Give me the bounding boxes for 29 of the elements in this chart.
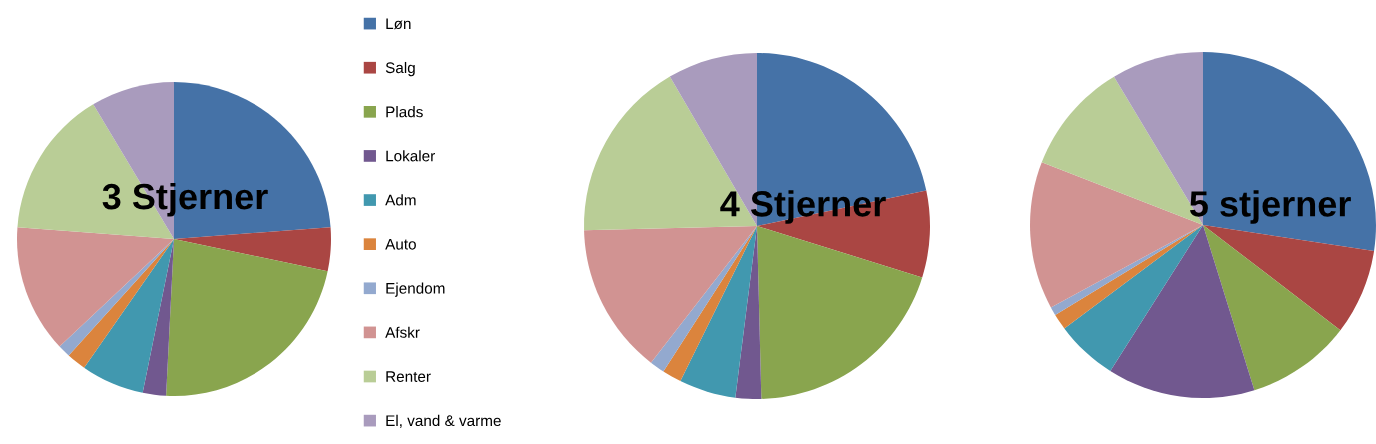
text: 5 stjerner	[1189, 190, 1351, 224]
pie-slice	[757, 226, 923, 399]
pie-slice	[84, 239, 174, 393]
pie-slice	[663, 226, 757, 382]
legend-label: Renter	[386, 371, 431, 382]
legend-label: El, vand & varme	[386, 414, 501, 428]
pie-slice	[68, 239, 174, 368]
pie-slice	[680, 226, 757, 398]
pie-slice	[650, 226, 757, 372]
pie-slice	[59, 239, 174, 356]
pie-slice	[1050, 225, 1203, 315]
legend-label: Plads	[386, 106, 423, 118]
pie-slice	[1110, 225, 1255, 398]
legend-label: Adm	[385, 194, 416, 206]
pie-slice	[17, 227, 174, 347]
legend-label: Afskr	[385, 326, 420, 338]
pie-slice	[1064, 225, 1203, 372]
pie-slice	[1203, 225, 1341, 391]
legend-label: Auto	[385, 238, 416, 250]
legend-label: Løn	[386, 18, 411, 30]
pie-slice	[584, 226, 757, 363]
pie-slice	[1203, 225, 1375, 331]
legend-label: Ejendom	[386, 282, 445, 297]
pie-slice	[174, 227, 331, 272]
legend-label: Salg	[385, 61, 415, 77]
legend-label: Lokaler	[386, 150, 435, 162]
pie-slice	[1055, 225, 1203, 329]
pie-slice	[166, 239, 328, 396]
pie-slice	[142, 239, 174, 396]
